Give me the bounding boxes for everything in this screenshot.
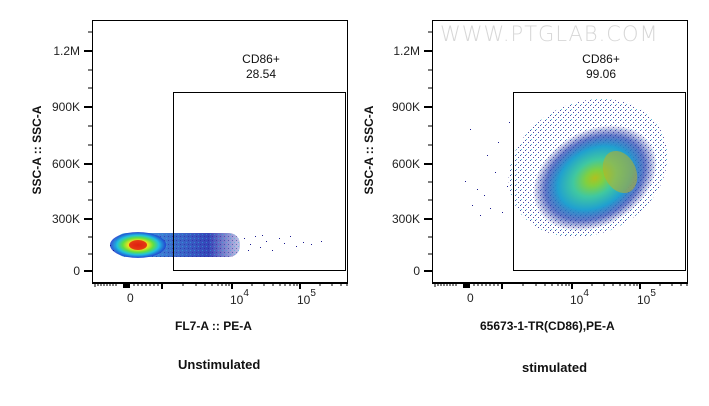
gate-percent: 99.06 [585,67,617,81]
x-tick-1e4: 104 [570,288,589,307]
y-tick-300k: 300K [391,212,420,226]
y-tick-0: 0 [73,264,80,278]
watermark: WWW.PTGLAB.COM [440,22,659,46]
gate-label-unstimulated: CD86+ 28.54 [226,52,296,82]
x-tick-1e5: 105 [297,288,316,307]
y-tick-900k: 900K [51,100,80,114]
x-tick-0: 0 [467,291,474,305]
panel-caption: stimulated [522,360,588,375]
gate-cd86-stimulated [513,92,686,271]
y-tick-1-2m: 1.2M [393,44,420,58]
y-tick-1-2m: 1.2M [53,44,80,58]
gate-label-stimulated: CD86+ 99.06 [566,52,636,82]
panel-caption: Unstimulated [178,357,261,372]
x-tick-1e5: 105 [637,288,656,307]
y-tick-0: 0 [413,264,420,278]
gate-name: CD86+ [242,52,280,66]
y-tick-600k: 600K [51,157,80,171]
gate-cd86-unstimulated [173,92,346,271]
x-axis-label: FL7-A :: PE-A [175,319,252,333]
y-tick-600k: 600K [391,157,420,171]
x-tick-1e4: 104 [230,288,249,307]
y-axis-label: SSC-A :: SSC-A [362,105,376,195]
scatter-plot-stimulated [424,20,688,289]
x-tick-0: 0 [127,291,134,305]
plot-panel-stimulated: WWW.PTGLAB.COM 1.2M 900K 600K 300K 0 0 1… [340,0,709,406]
scatter-plot-unstimulated [84,20,348,289]
y-axis-label: SSC-A :: SSC-A [30,105,44,195]
y-tick-900k: 900K [391,100,420,114]
y-tick-300k: 300K [51,212,80,226]
x-axis-label: 65673-1-TR(CD86),PE-A [480,319,615,333]
gate-name: CD86+ [582,52,620,66]
gate-percent: 28.54 [245,67,277,81]
plot-panel-unstimulated: 1.2M 900K 600K 300K 0 0 104 105 CD86+ 28… [0,0,350,406]
